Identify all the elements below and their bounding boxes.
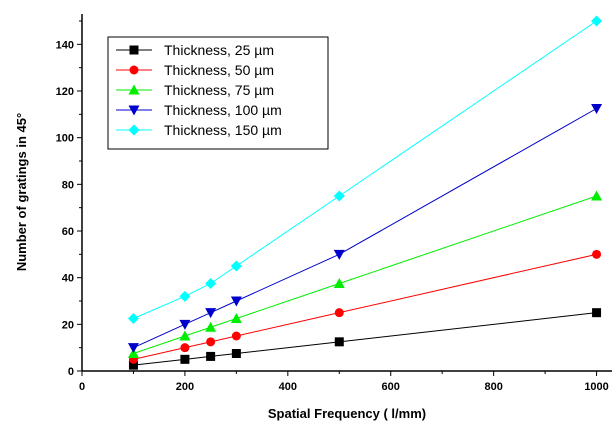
x-tick-label: 200 — [176, 381, 194, 393]
data-point — [205, 308, 217, 319]
series-3 — [127, 190, 603, 358]
series-layer — [127, 15, 603, 370]
data-point — [333, 278, 345, 288]
data-point — [231, 349, 241, 358]
legend-label: Thickness, 100 µm — [164, 102, 282, 118]
data-point — [591, 15, 603, 27]
legend-label: Thickness, 25 µm — [164, 42, 274, 58]
legend-marker — [128, 105, 140, 116]
data-point — [179, 290, 191, 302]
legend: Thickness, 25 µm Thickness, 50 µm Thicknes… — [107, 36, 329, 150]
data-point — [179, 319, 191, 330]
x-axis-title: Spatial Frequency ( l/mm) — [268, 406, 426, 421]
y-tick-label: 80 — [62, 179, 74, 191]
y-axis-title: Number of gratings in 45° — [14, 113, 29, 271]
legend-item: Thickness, 25 µm — [116, 42, 274, 58]
y-tick-label: 20 — [62, 319, 74, 331]
series-5 — [127, 15, 603, 324]
data-point — [180, 354, 190, 364]
y-tick-label: 140 — [56, 39, 74, 51]
y-tick-label: 120 — [56, 86, 74, 98]
y-tick-label: 100 — [56, 133, 74, 145]
legend-label: Thickness, 75 µm — [164, 82, 274, 98]
data-point — [333, 249, 345, 260]
legend-label: Thickness, 150 µm — [164, 122, 282, 138]
data-point — [128, 360, 138, 370]
x-tick-label: 400 — [279, 381, 297, 393]
plot-frame — [81, 14, 612, 372]
legend-item: Thickness, 100 µm — [116, 102, 282, 118]
data-point — [231, 331, 241, 341]
data-point — [205, 321, 217, 332]
series-1 — [128, 308, 602, 370]
series-line — [133, 253, 597, 360]
series-line — [133, 108, 597, 349]
legend-marker — [128, 84, 140, 95]
data-point — [127, 343, 139, 354]
y-tick-label: 60 — [62, 226, 74, 238]
x-axis-ticks: 0 200 400 600 800 1000 — [79, 371, 609, 393]
data-point — [333, 190, 345, 202]
legend-marker — [129, 65, 139, 75]
data-point — [592, 249, 602, 259]
y-tick-label: 0 — [68, 366, 74, 378]
data-point — [334, 308, 344, 318]
data-point — [591, 104, 603, 114]
legend-marker — [128, 124, 140, 136]
legend-item: Thickness, 150 µm — [116, 122, 282, 138]
series-4 — [127, 104, 603, 354]
legend-item: Thickness, 75 µm — [116, 82, 274, 98]
legend-marker — [129, 45, 139, 55]
data-point — [230, 260, 242, 272]
data-point — [230, 313, 242, 323]
series-line — [133, 312, 597, 366]
x-tick-label: 600 — [382, 381, 400, 393]
data-point — [230, 296, 242, 307]
legend-items: Thickness, 25 µm Thickness, 50 µm Thicknes… — [116, 42, 282, 138]
data-point — [127, 313, 139, 324]
data-point — [206, 351, 216, 361]
legend-item: Thickness, 50 µm — [116, 62, 274, 78]
data-point — [179, 330, 191, 341]
data-point — [180, 343, 190, 353]
x-tick-label: 1000 — [584, 381, 608, 393]
data-point — [334, 337, 344, 347]
series-line — [133, 195, 597, 354]
x-tick-label: 800 — [484, 381, 502, 393]
data-point — [206, 337, 216, 347]
y-axis-ticks: 0 20 40 60 80 100 120 140 — [56, 20, 82, 378]
data-point — [591, 190, 603, 201]
data-point — [592, 308, 602, 318]
data-point — [205, 278, 217, 289]
series-2 — [128, 249, 602, 364]
y-tick-label: 40 — [62, 273, 74, 285]
x-tick-label: 0 — [79, 381, 85, 393]
legend-label: Thickness, 50 µm — [164, 62, 274, 78]
series-line — [133, 20, 597, 319]
